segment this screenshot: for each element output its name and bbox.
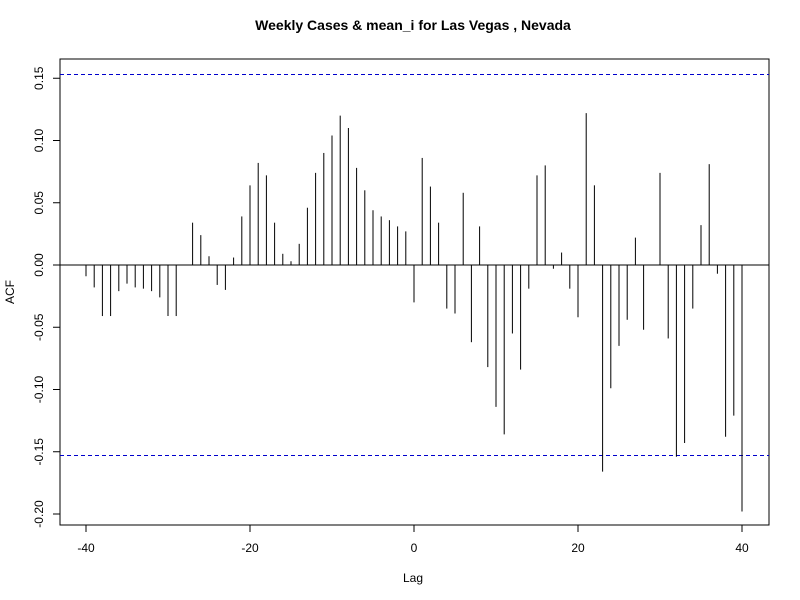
y-tick-label: -0.20 (32, 500, 46, 528)
y-tick-label: -0.15 (32, 438, 46, 466)
y-tick-label: -0.10 (32, 376, 46, 404)
chart-marks (60, 74, 769, 512)
y-tick-label: 0.10 (32, 128, 46, 152)
chart-axes: -40 -20 0 20 40 -0.20 -0.15 -0.10 -0.05 0.00 0.05 0… (32, 66, 749, 555)
x-tick-label: 0 (411, 541, 418, 555)
y-axis-label: ACF (3, 280, 17, 304)
x-axis-label: Lag (403, 571, 423, 585)
x-tick-label: -20 (241, 541, 259, 555)
x-tick-label: 40 (735, 541, 749, 555)
y-tick-label: 0.00 (32, 253, 46, 277)
x-tick-label: -40 (77, 541, 95, 555)
y-tick-label: 0.05 (32, 191, 46, 215)
chart-title: Weekly Cases & mean_i for Las Vegas , Ne… (255, 17, 571, 33)
y-tick-label: -0.05 (32, 313, 46, 341)
x-tick-label: 20 (571, 541, 585, 555)
y-tick-label: 0.15 (32, 66, 46, 90)
